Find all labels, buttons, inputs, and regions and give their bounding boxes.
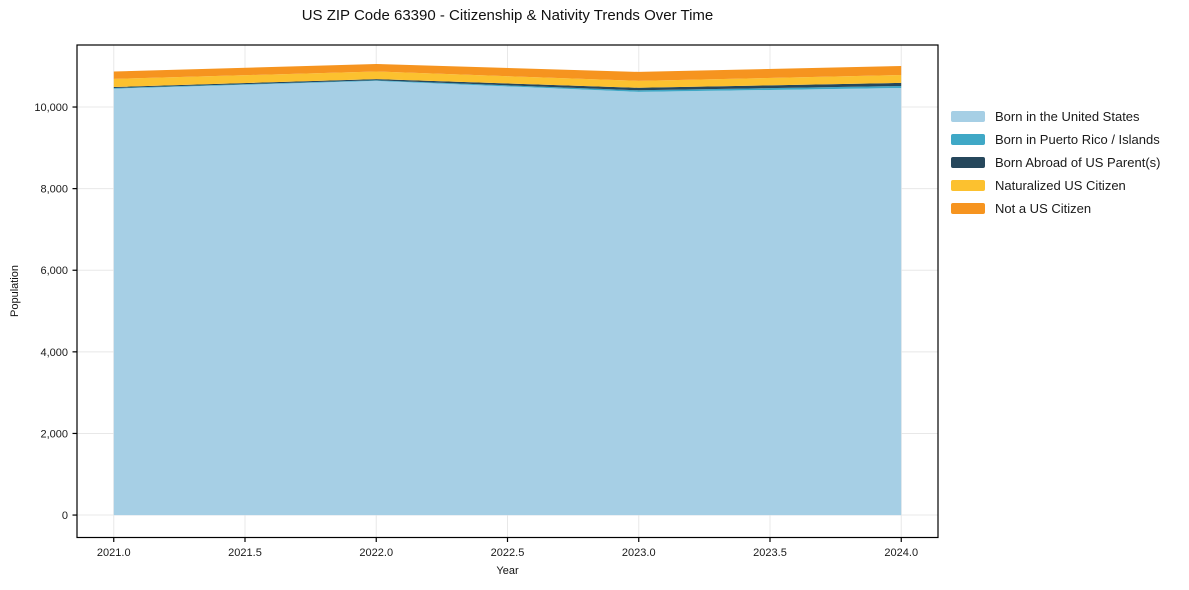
legend-item-naturalized-us-citizen: Naturalized US Citizen	[951, 174, 1160, 197]
x-axis-label: Year	[496, 565, 519, 577]
area-born-in-the-united-states	[113, 80, 902, 516]
x-tick-label: 2022.5	[491, 547, 525, 559]
area-naturalized-us-citizen	[113, 71, 902, 88]
x-tick-label: 2022.0	[359, 547, 393, 559]
legend-item-born-in-the-united-states: Born in the United States	[951, 105, 1160, 128]
legend-item-born-abroad-of-us-parent-s: Born Abroad of US Parent(s)	[951, 151, 1160, 174]
y-tick-label: 10,000	[34, 102, 68, 114]
y-tick-label: 8,000	[40, 184, 68, 196]
legend-label: Born in Puerto Rico / Islands	[995, 132, 1160, 147]
y-tick-label: 0	[62, 510, 68, 522]
legend: Born in the United States Born in Puerto …	[951, 105, 1160, 220]
area-born-abroad-of-us-parent-s	[113, 79, 902, 91]
area-not-a-us-citizen	[113, 64, 902, 81]
legend-swatch	[951, 111, 985, 122]
y-tick-label: 2,000	[40, 428, 68, 440]
legend-label: Born Abroad of US Parent(s)	[995, 155, 1161, 170]
legend-label: Not a US Citizen	[995, 201, 1092, 216]
legend-swatch	[951, 134, 985, 145]
legend-item-not-a-us-citizen: Not a US Citizen	[951, 197, 1160, 220]
y-axis-label: Population	[9, 265, 21, 317]
legend-item-born-in-puerto-rico-islands: Born in Puerto Rico / Islands	[951, 128, 1160, 151]
legend-label: Born in the United States	[995, 109, 1140, 124]
x-tick-label: 2024.0	[884, 547, 918, 559]
y-tick-label: 6,000	[40, 265, 68, 277]
chart-title: US ZIP Code 63390 - Citizenship & Nativi…	[301, 7, 714, 24]
legend-label: Naturalized US Citizen	[995, 178, 1126, 193]
x-tick-label: 2021.0	[97, 547, 131, 559]
x-tick-label: 2021.5	[228, 547, 262, 559]
y-tick-label: 4,000	[40, 347, 68, 359]
legend-swatch	[951, 180, 985, 191]
x-tick-label: 2023.0	[622, 547, 656, 559]
x-tick-label: 2023.5	[753, 547, 787, 559]
legend-swatch	[951, 157, 985, 168]
legend-swatch	[951, 203, 985, 214]
area-born-in-puerto-rico-islands	[113, 80, 902, 92]
